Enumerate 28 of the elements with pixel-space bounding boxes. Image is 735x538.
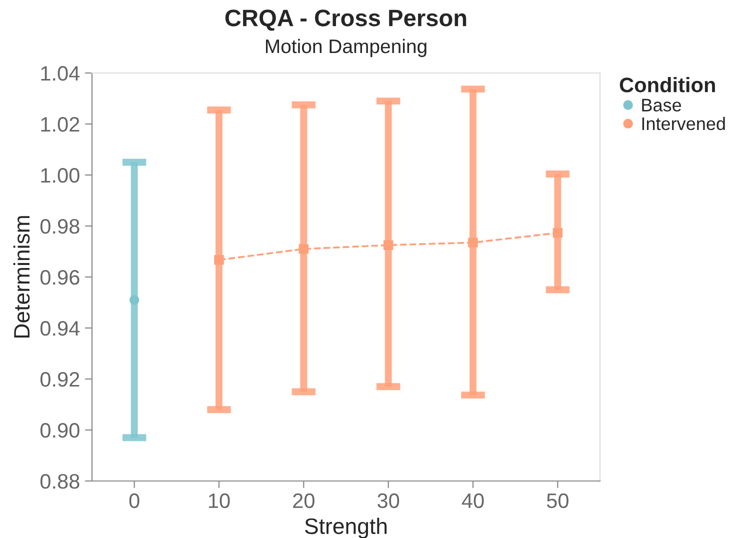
point [383,240,394,250]
y-tick-label: 0.98 [40,219,80,234]
y-tick-label: 0.94 [40,321,80,336]
y-tick-label: 0.92 [40,372,80,387]
y-tick-label: 1.04 [41,66,80,81]
x-tick-label: 40 [462,493,484,508]
y-tick-label: 1.02 [41,117,80,132]
chart-title: CRQA - Cross Person [225,10,466,31]
legend-label: Base [642,98,682,112]
x-tick-label: 20 [293,493,314,508]
x-tick-label: 10 [209,493,230,508]
legend-title: Condition [620,77,715,92]
chart-subtitle: Motion Dampening [266,38,426,58]
x-axis-title: Strength [305,518,387,538]
point [129,295,140,305]
x-tick-label: 0 [129,493,140,508]
y-tick-label: 1.00 [41,168,80,183]
point [552,228,563,238]
point [468,238,478,248]
legend-label: Intervened [642,116,725,130]
y-axis-title: Determinism [13,216,30,338]
y-tick-label: 0.90 [40,423,80,438]
x-tick-label: 50 [546,493,568,508]
point [298,244,309,254]
x-tick-label: 30 [378,493,400,508]
point [214,255,224,265]
y-tick-label: 0.96 [40,270,80,285]
y-tick-label: 0.88 [40,474,80,489]
